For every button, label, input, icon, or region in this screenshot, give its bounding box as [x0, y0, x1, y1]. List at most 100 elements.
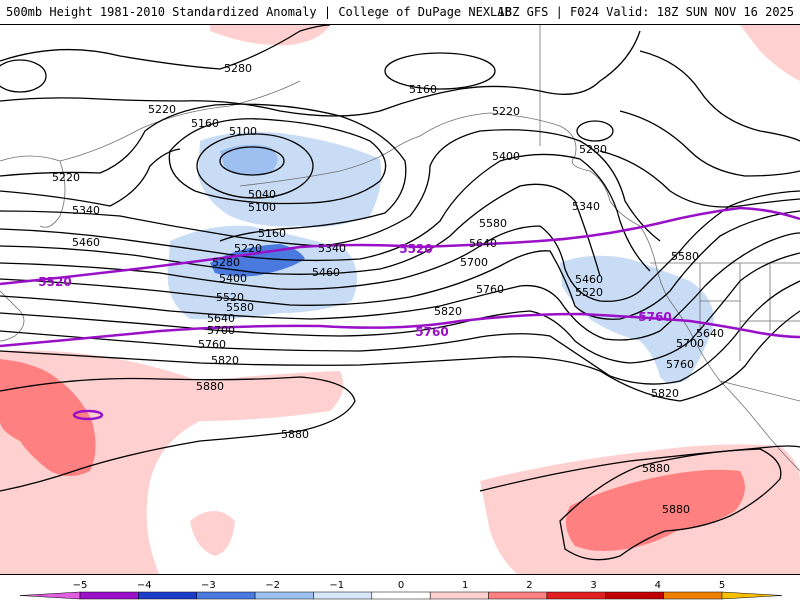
label-5880-c: 5880	[196, 380, 224, 393]
colorbar-swatch	[254, 591, 314, 600]
label-5580-e: 5580	[479, 217, 507, 230]
map-title: 500mb Height 1981-2010 Standardized Anom…	[6, 5, 512, 19]
colorbar-tick-label: 3	[590, 580, 596, 591]
kamchatka	[39, 160, 66, 228]
label-5820-e: 5820	[434, 305, 462, 318]
anomaly-positive-ne	[740, 25, 800, 81]
colorbar-svg: −5 −4 −3 −2 −1 0 1 2 3 4 5	[19, 580, 783, 600]
anomaly-map[interactable]: 5280 5160 5220 5220 5160 5100 5040 5100 …	[0, 25, 800, 575]
map-panel[interactable]: 5280 5160 5220 5220 5160 5100 5040 5100 …	[0, 24, 800, 575]
anomaly-negative-low-core	[220, 144, 278, 176]
colorbar-swatch	[138, 591, 197, 600]
colorbar-swatch	[429, 591, 489, 600]
coastlines	[0, 25, 800, 472]
label-5700-ca: 5700	[676, 337, 704, 350]
label-5880-hi2: 5880	[662, 503, 690, 516]
label-5220-nw: 5220	[148, 103, 176, 116]
label-5640-ca: 5640	[696, 327, 724, 340]
label-5640-c: 5640	[207, 312, 235, 325]
colorbar-swatch	[488, 591, 548, 600]
label-5040: 5040	[248, 188, 276, 201]
label-5640-e: 5640	[469, 237, 497, 250]
alaska-coast	[419, 112, 641, 227]
label-5460-c: 5460	[312, 266, 340, 279]
contour-5280-w	[0, 148, 181, 207]
label-5520-ca: 5520	[575, 286, 603, 299]
contour-5280-ak	[576, 120, 614, 142]
contour-5760	[0, 280, 800, 385]
label-5280-nw: 5280	[224, 62, 252, 75]
west-coast-na	[639, 225, 800, 472]
anomaly-negative-core	[210, 244, 305, 277]
climo-5760-line	[0, 312, 800, 348]
climo-5520-line	[0, 206, 800, 286]
state-lines	[699, 263, 800, 361]
contour-5820	[0, 310, 800, 402]
colorbar-tick-label: 2	[526, 580, 532, 591]
label-5100-low: 5100	[229, 125, 257, 138]
colorbar-tick-label: 4	[655, 580, 661, 591]
contour-5160-low	[168, 118, 387, 205]
label-5100-b: 5100	[248, 201, 276, 214]
label-5460-w: 5460	[72, 236, 100, 249]
label-5280-ak: 5280	[579, 143, 607, 156]
label-5700-e: 5700	[460, 256, 488, 269]
label-5760-ca: 5760	[666, 358, 694, 371]
contour-5280-ne	[619, 110, 800, 177]
label-5820-c: 5820	[211, 354, 239, 367]
contour-5880-south	[479, 445, 800, 492]
contour-5880-w	[0, 376, 356, 492]
aleutian-chain	[239, 135, 421, 187]
climo-label-5520-w: 5520	[38, 275, 71, 289]
contour-5340-ne	[599, 150, 800, 208]
colorbar-swatch	[79, 591, 139, 600]
colorbar-tick-label: −1	[329, 580, 344, 591]
label-5220-w: 5220	[52, 171, 80, 184]
contour-5520	[0, 190, 800, 302]
colorbar-swatch	[196, 591, 256, 600]
label-5220-c: 5220	[234, 242, 262, 255]
label-5340-c: 5340	[318, 242, 346, 255]
japan-coast	[0, 290, 25, 342]
label-5460-ca: 5460	[575, 273, 603, 286]
label-5820-se: 5820	[651, 387, 679, 400]
label-5220-n: 5220	[492, 105, 520, 118]
label-5400-c: 5400	[219, 272, 247, 285]
colorbar-swatch	[546, 591, 606, 600]
climo-label-5760-c: 5760	[415, 325, 448, 339]
colorbar-swatch	[371, 591, 431, 600]
contour-5460-w	[0, 183, 601, 277]
label-5340-bc: 5340	[572, 200, 600, 213]
contour-closed-nw	[0, 59, 47, 93]
climo-closed-contour	[72, 409, 104, 421]
colorbar-swatch-max	[721, 591, 783, 600]
contour-5220-north	[0, 30, 641, 117]
contour-5880-se	[559, 448, 782, 561]
contour-5040	[219, 146, 285, 176]
contour-5280-north	[0, 25, 331, 70]
colorbar-swatch	[605, 591, 664, 600]
label-5880-hi: 5880	[642, 462, 670, 475]
anomaly-strong-positive-w	[0, 359, 96, 476]
header-bar: 500mb Height 1981-2010 Standardized Anom…	[0, 0, 800, 24]
label-5160-low: 5160	[191, 117, 219, 130]
label-5760-c: 5760	[198, 338, 226, 351]
colorbar-tick-label: −2	[265, 580, 280, 591]
mexico-border	[719, 380, 800, 402]
label-5520-c: 5520	[216, 291, 244, 304]
colorbar-tick-label: 0	[398, 580, 404, 591]
siberia-coast	[0, 80, 301, 162]
colorbar-tick-label: −3	[201, 580, 216, 591]
label-5340-w: 5340	[72, 204, 100, 217]
contour-closed-5160	[384, 52, 496, 90]
contour-5640	[0, 232, 800, 341]
climo-label-5520-c: 5520	[399, 242, 432, 256]
contour-5100-inner	[196, 133, 314, 199]
climo-lines	[0, 206, 800, 421]
colorbar-ticks: −5 −4 −3 −2 −1 0 1 2 3 4 5	[73, 580, 726, 591]
label-5760-e: 5760	[476, 283, 504, 296]
colorbar-tick-label: −5	[73, 580, 88, 591]
height-contours	[0, 25, 800, 561]
anomaly-shading	[0, 25, 800, 574]
anomaly-positive-pacific	[0, 350, 344, 574]
